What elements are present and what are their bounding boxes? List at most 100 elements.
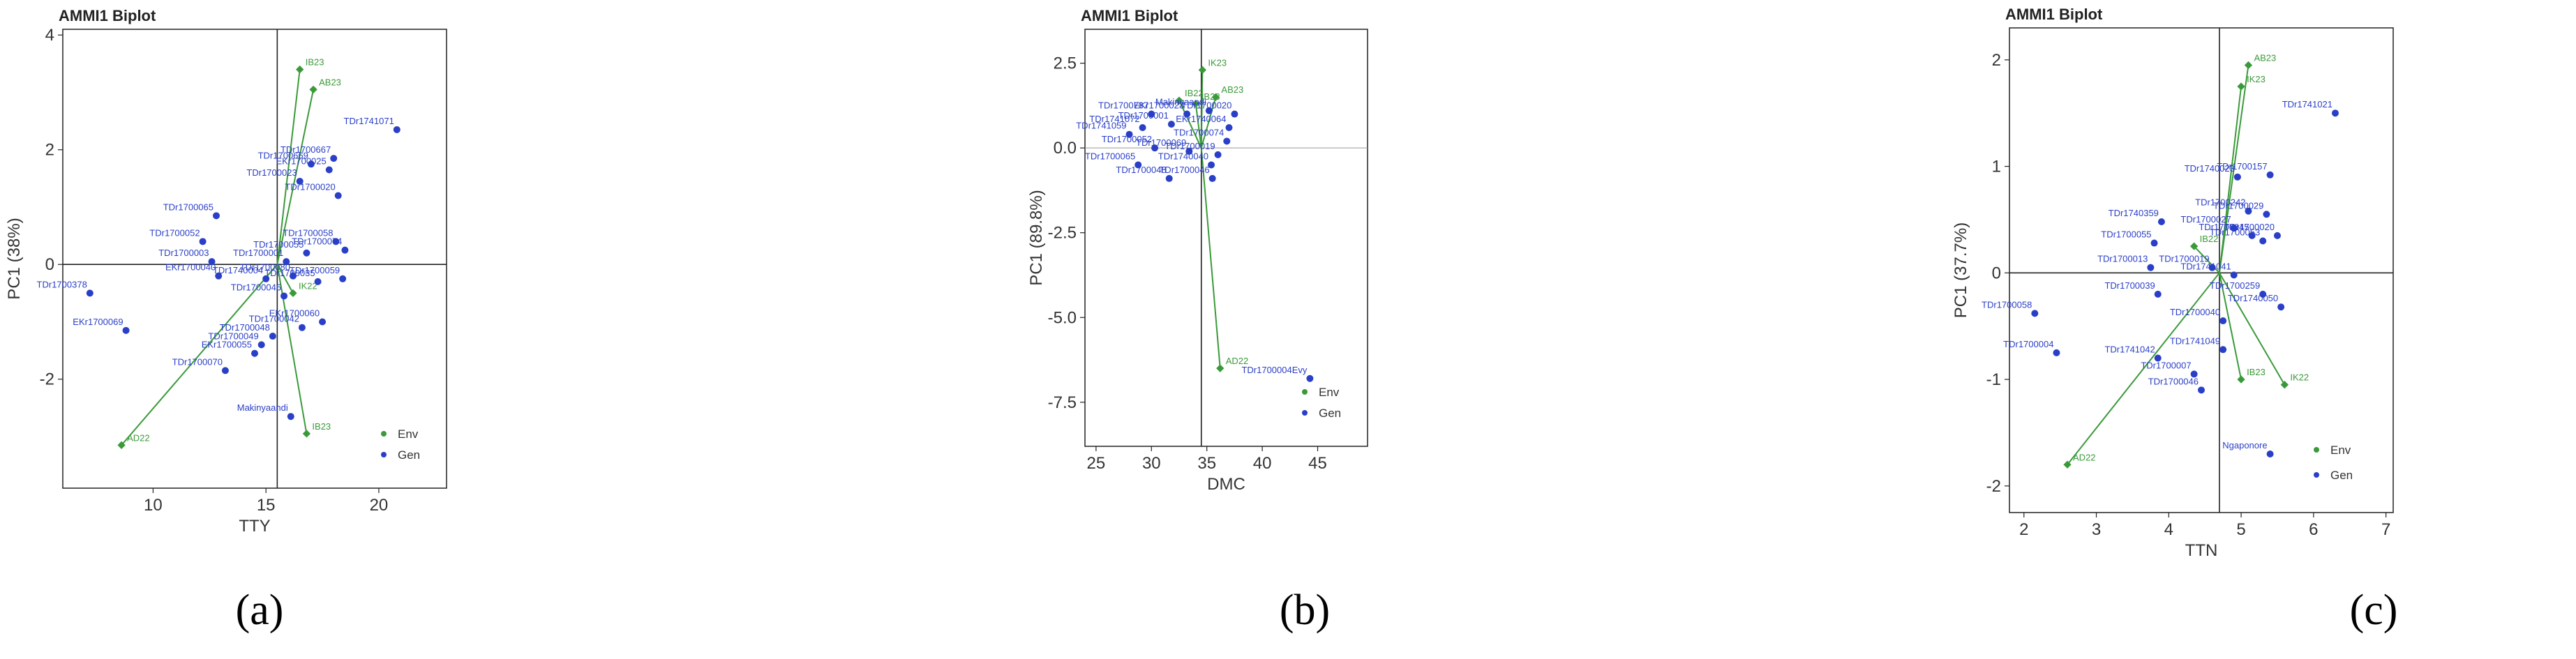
legend-gen-swatch (1302, 410, 1308, 416)
gen-point (2150, 239, 2158, 247)
gen-point (339, 275, 347, 282)
legend-env-swatch (381, 431, 387, 437)
gen-label: EKr1700023 (1134, 100, 1184, 111)
gen-label: EKr1700069 (73, 317, 123, 327)
gen-label: TDr1700259 (2210, 280, 2260, 291)
gen-point (213, 212, 220, 220)
gen-label: TDr1700046 (231, 282, 281, 292)
gen-point (2198, 386, 2205, 394)
env-label: AB23 (2254, 52, 2276, 63)
env-label: IB23 (306, 57, 324, 68)
gen-point (341, 246, 349, 254)
gen-label: TDr1740040 (1158, 151, 1208, 161)
gen-point (332, 238, 340, 245)
y-tick-label: 4 (45, 26, 54, 45)
gen-point (330, 155, 338, 162)
env-label: AD22 (127, 432, 150, 443)
gen-point (1185, 148, 1193, 156)
gen-point (208, 258, 216, 266)
gen-point (2230, 225, 2238, 232)
env-point (2280, 381, 2289, 389)
gen-label: EKr1740064 (1176, 114, 1226, 124)
gen-point (1208, 174, 1216, 182)
gen-point (262, 275, 270, 282)
gen-label: TDr1700007 (2141, 360, 2191, 370)
panel-b: AMMI1 Biplot 25 30 35 40 45 -7.5 -5.0 -2.5 0.0 2.5… (1012, 0, 1640, 659)
gen-point (2208, 264, 2216, 271)
gen-point (334, 192, 342, 199)
gen-label: TDr1700055 (2101, 229, 2151, 240)
x-tick-label: 30 (1142, 454, 1161, 473)
gen-point (1151, 144, 1159, 152)
env-vector (276, 69, 301, 265)
gen-point (1125, 130, 1133, 138)
gen-point (215, 272, 223, 280)
y-tick-label: 2 (1992, 51, 2001, 70)
panel-a: AMMI1 Biplot 10 15 20 -2 0 2 4 TTY PC1 (38%) IB23 A… (0, 0, 837, 659)
env-vector (2218, 273, 2242, 380)
gen-point (2031, 310, 2039, 317)
env-vector (276, 89, 315, 265)
gen-label: TDr1700029 (2213, 200, 2263, 211)
caption-c: (c) (2349, 586, 2398, 634)
gen-point (1205, 107, 1213, 114)
gen-point (1139, 123, 1146, 131)
gen-label: TDr1700065 (163, 202, 214, 212)
gen-point (298, 324, 306, 331)
env-point (302, 430, 311, 438)
gen-point (199, 238, 207, 245)
gen-point (283, 258, 290, 266)
env-vector (1200, 96, 1217, 149)
x-tick-label: 35 (1197, 454, 1216, 473)
gen-point (2230, 271, 2238, 279)
env-vector (1200, 70, 1204, 149)
x-tick-label: 3 (2092, 520, 2101, 539)
env-vector (1200, 148, 1221, 369)
env-label: IK23 (1208, 57, 1227, 68)
gen-label: TDr1700052 (149, 227, 200, 238)
gen-label: Makinyaandi (1155, 97, 1206, 107)
gen-label: TDr1700039 (2104, 280, 2155, 291)
legend-env-label: Env (1319, 386, 1340, 399)
gen-point (269, 333, 276, 340)
plot-frame (2009, 27, 2394, 513)
gen-point (1167, 121, 1175, 128)
gen-label: TDr1700004 (2003, 339, 2053, 349)
env-vector (276, 264, 308, 434)
gen-label: TDr1741042 (2104, 344, 2155, 355)
env-label: IB22 (2200, 234, 2219, 244)
legend-env-swatch (1302, 389, 1308, 395)
y-tick-label: 2.5 (1054, 54, 1077, 73)
gen-label: TDr1700070 (172, 356, 223, 367)
x-tick-label: 4 (2164, 520, 2173, 539)
gen-label: TDr1741072 (1089, 114, 1139, 124)
gen-point (1231, 110, 1238, 118)
legend-gen-label: Gen (398, 448, 420, 462)
panel-c: AMMI1 Biplot 2 3 4 5 6 7 -2 -1 0 1 2 TTN PC1 (37.7%) A… (1863, 0, 2576, 659)
y-tick-label: 2 (45, 141, 54, 160)
gen-label: TDr1700055 (253, 239, 304, 250)
y-tick-label: 1 (1992, 158, 2001, 176)
y-tick-label: -7.5 (1048, 393, 1077, 412)
gen-label: TDr1700787 (1098, 100, 1148, 111)
env-label: IK22 (299, 280, 317, 291)
gen-point (2053, 349, 2060, 356)
env-label: AD22 (1226, 356, 1249, 366)
gen-point (325, 166, 333, 174)
y-tick-label: -2.5 (1048, 224, 1077, 243)
gen-point (1135, 161, 1142, 169)
gen-label: TDr1700378 (37, 279, 87, 289)
env-vector (1178, 100, 1202, 149)
legend-env-label: Env (398, 427, 419, 441)
chart-title-b: AMMI1 Biplot (1081, 7, 1178, 24)
gen-point (2190, 370, 2198, 378)
gen-label: TDr1700048 (220, 322, 270, 333)
gen-label: TDr1700046 (2148, 376, 2199, 386)
gen-point (2219, 346, 2227, 354)
gen-label: TDr1700080 (240, 262, 290, 273)
gen-point (1306, 374, 1314, 382)
gen-point (2248, 232, 2256, 239)
chart-title-c: AMMI1 Biplot (2005, 6, 2103, 23)
env-label: IB22 (1185, 88, 1204, 98)
env-vector (276, 264, 294, 294)
